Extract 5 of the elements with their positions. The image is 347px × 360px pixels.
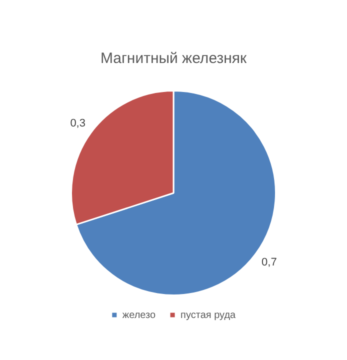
legend-label: пустая руда [180,310,236,321]
chart-title: Магнитный железняк [100,50,247,68]
legend-label: железо [122,310,156,321]
data-label: 0,7 [262,256,277,269]
data-label: 0,3 [70,118,86,130]
